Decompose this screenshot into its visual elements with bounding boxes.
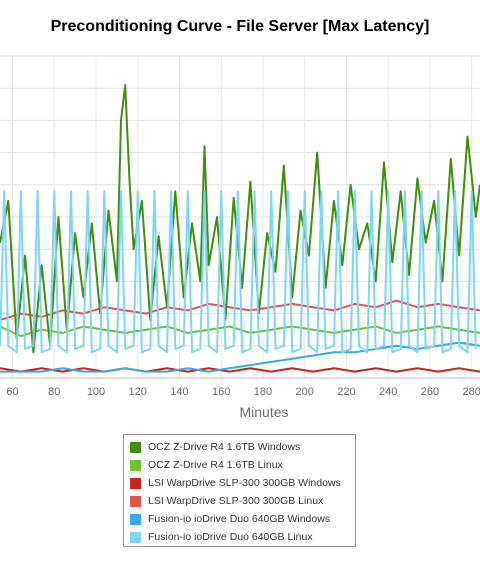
series-line-5 [0,190,477,354]
x-tick-label: 120 [129,386,147,398]
legend-item: LSI WarpDrive SLP-300 300GB Linux [130,492,355,510]
x-tick-label: 280 [462,386,480,398]
x-tick-label: 220 [337,386,355,398]
x-tick-label: 200 [296,386,314,398]
series-line-1 [0,325,480,338]
x-tick-label: 260 [421,386,439,398]
x-tick-label: 60 [6,386,18,398]
legend-item: LSI WarpDrive SLP-300 300GB Windows [130,474,355,492]
legend-swatch [130,477,141,489]
x-axis: 60 80 100 120 140 160 180 200 220 240 260 280 [0,377,480,398]
legend-swatch [130,495,141,507]
series-line-2 [0,367,480,373]
legend-label: LSI WarpDrive SLP-300 300GB Linux [148,495,324,507]
x-axis-label: Minutes [239,404,288,420]
legend-item: OCZ Z-Drive R4 1.6TB Windows [130,438,355,456]
series-lines [0,84,480,373]
x-tick-label: 180 [254,386,272,398]
legend-item: Fusion-io ioDrive Duo 640GB Windows [130,510,355,528]
legend: OCZ Z-Drive R4 1.6TB Windows OCZ Z-Drive … [123,434,356,547]
x-tick-label: 100 [87,386,105,398]
x-tick-label: 80 [48,386,60,398]
chart-title: Preconditioning Curve - File Server [Max… [50,18,430,35]
chart-plot: 60 80 100 120 140 160 180 200 220 240 260 280 Minut… [0,55,480,420]
x-tick-label: 240 [379,386,397,398]
legend-label: LSI WarpDrive SLP-300 300GB Windows [148,477,341,489]
x-tick-label: 160 [212,386,230,398]
legend-swatch [130,459,141,471]
x-tick-label: 140 [170,386,188,398]
series-line-4 [0,341,480,373]
legend-item: Fusion-io ioDrive Duo 640GB Linux [130,528,355,546]
legend-label: OCZ Z-Drive R4 1.6TB Linux [148,459,283,471]
legend-swatch [130,531,141,543]
legend-label: Fusion-io ioDrive Duo 640GB Windows [148,513,331,525]
legend-item: OCZ Z-Drive R4 1.6TB Linux [130,456,355,474]
legend-label: Fusion-io ioDrive Duo 640GB Linux [148,531,313,543]
legend-swatch [130,513,141,525]
legend-swatch [130,441,141,453]
legend-label: OCZ Z-Drive R4 1.6TB Windows [148,441,301,453]
